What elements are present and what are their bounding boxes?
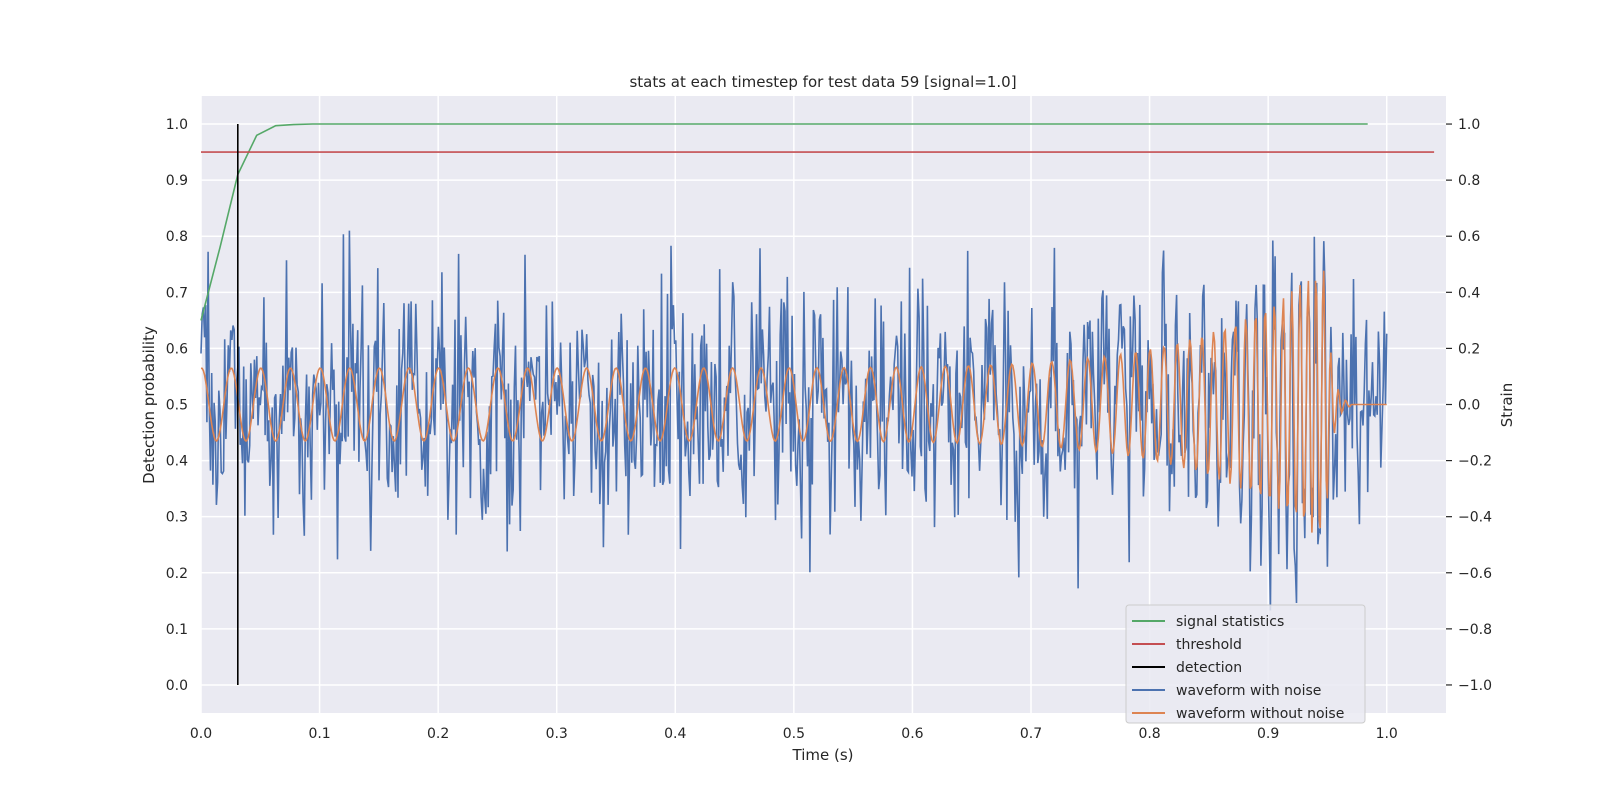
x-tick-label: 0.2 [427, 726, 449, 742]
x-tick-label: 0.7 [1020, 726, 1042, 742]
y-tick-label-left: 0.2 [166, 566, 188, 582]
y-tick-label-right: 0.6 [1458, 229, 1480, 245]
y-tick-label-right: −1.0 [1458, 678, 1492, 694]
legend-label: threshold [1176, 637, 1242, 653]
y-tick-label-left: 0.8 [166, 229, 188, 245]
y-tick-label-right: −0.8 [1458, 622, 1492, 638]
legend: signal statistics threshold detection wavef… [1125, 604, 1366, 724]
y-tick-label-left: 0.5 [166, 398, 188, 414]
x-tick-label: 0.5 [783, 726, 805, 742]
y-tick-label-right: −0.2 [1458, 454, 1492, 470]
y-tick-label-left: 0.9 [166, 173, 188, 189]
x-tick-label: 1.0 [1376, 726, 1398, 742]
y-axis-label-left: Detection probability [140, 326, 158, 484]
legend-box [1125, 604, 1366, 724]
y-tick-label-right: 0.2 [1458, 341, 1480, 357]
x-tick-label: 0.1 [308, 726, 330, 742]
legend-label: signal statistics [1176, 614, 1284, 630]
y-tick-label-left: 1.0 [166, 117, 188, 133]
x-tick-label: 0.6 [901, 726, 923, 742]
x-axis-label: Time (s) [792, 746, 854, 764]
series-waveform-with-noise [200, 230, 1388, 611]
y-tick-label-left: 0.1 [166, 622, 188, 638]
y-tick-label-left: 0.3 [166, 510, 188, 526]
legend-label: waveform with noise [1176, 683, 1321, 699]
series-signal-statistics [200, 123, 1368, 321]
series-waveform-without-noise [200, 270, 1387, 533]
y-tick-label-right: 0.4 [1458, 285, 1480, 301]
y-tick-label-right: −0.4 [1458, 510, 1492, 526]
y-tick-label-left: 0.4 [166, 454, 188, 470]
y-tick-label-right: 0.0 [1458, 398, 1480, 414]
y-tick-label-left: 0.0 [166, 678, 188, 694]
series-layer [200, 123, 1435, 685]
chart-title: stats at each timestep for test data 59 … [629, 73, 1016, 91]
legend-entries: signal statistics threshold detection wavef… [1132, 614, 1344, 722]
x-tick-label: 0.9 [1257, 726, 1279, 742]
y-axis-label-right: Strain [1498, 383, 1516, 427]
x-ticks: 0.0 0.1 0.2 0.3 0.4 0.5 0.6 0.7 0.8 0.9 1.0 [190, 726, 1398, 742]
x-tick-label: 0.8 [1138, 726, 1160, 742]
x-tick-label: 0.0 [190, 726, 212, 742]
y-tick-label-right: −0.6 [1458, 566, 1492, 582]
y-tick-label-left: 0.6 [166, 341, 188, 357]
x-tick-label: 0.3 [546, 726, 568, 742]
y-tick-label-right: 0.8 [1458, 173, 1480, 189]
legend-label: waveform without noise [1176, 706, 1344, 722]
y-ticks-left: 0.0 0.1 0.2 0.3 0.4 0.5 0.6 0.7 0.8 0.9 1.0 [166, 117, 188, 694]
x-tick-label: 0.4 [664, 726, 686, 742]
y-tick-label-right: 1.0 [1458, 117, 1480, 133]
y-ticks-right: −1.0 −0.8 −0.6 −0.4 −0.2 0.0 0.2 0.4 0.6 0.8 1.0 [1446, 117, 1492, 694]
legend-label: detection [1176, 660, 1242, 676]
y-tick-label-left: 0.7 [166, 285, 188, 301]
